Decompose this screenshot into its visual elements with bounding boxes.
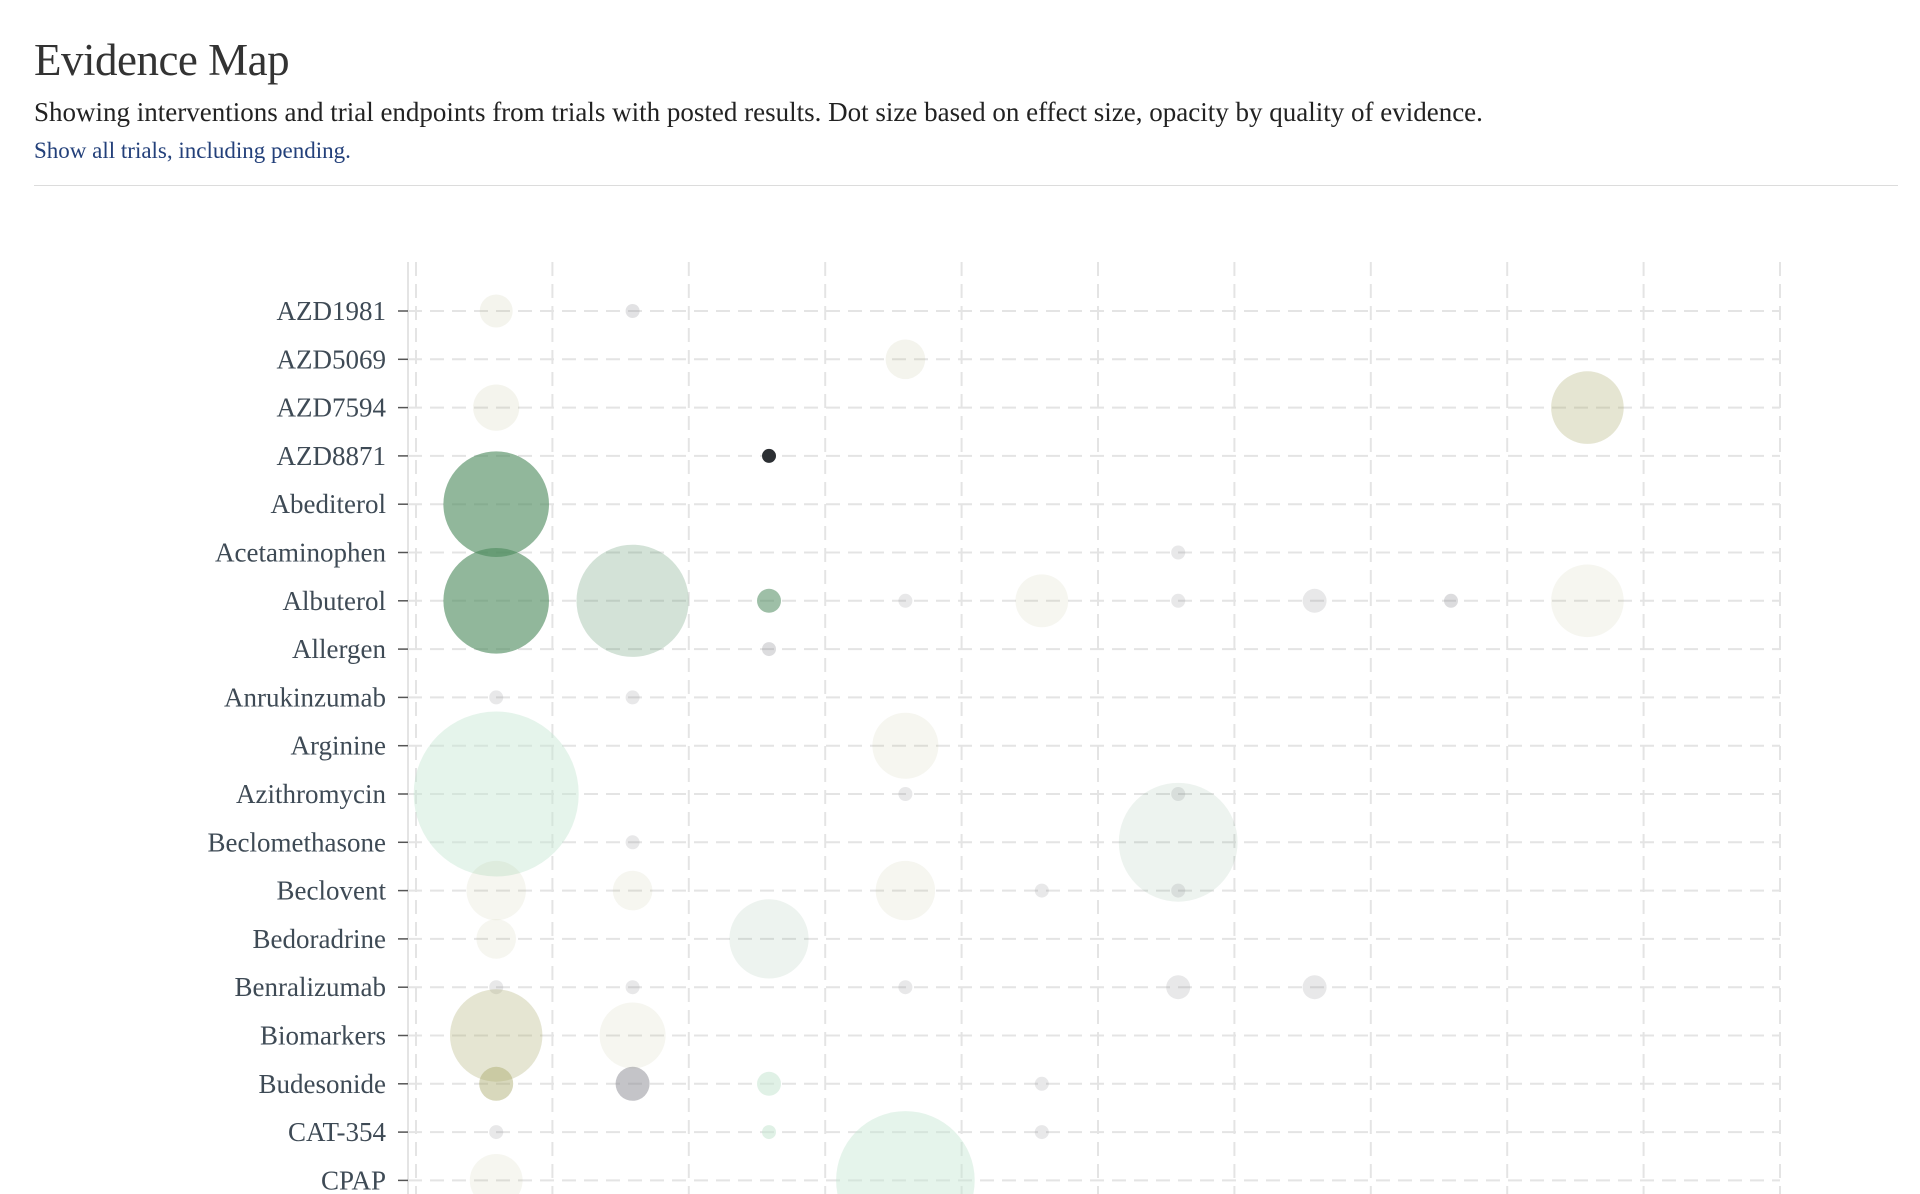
bubble bbox=[1171, 594, 1185, 608]
bubble bbox=[626, 835, 640, 849]
bubble bbox=[876, 861, 935, 920]
bubble bbox=[626, 980, 640, 994]
bubble bbox=[470, 1154, 523, 1194]
bubble bbox=[762, 642, 776, 656]
y-tick-label: Anrukinzumab bbox=[224, 682, 386, 712]
bubble bbox=[898, 594, 912, 608]
y-tick-label: Allergen bbox=[292, 634, 386, 664]
bubble bbox=[414, 712, 579, 877]
y-tick-label: AZD7594 bbox=[277, 393, 387, 423]
y-tick-label: AZD5069 bbox=[277, 344, 387, 374]
bubble bbox=[1015, 574, 1068, 627]
bubble bbox=[1171, 546, 1185, 560]
bubble bbox=[613, 871, 653, 911]
y-tick-label: Benralizumab bbox=[235, 972, 386, 1002]
bubble bbox=[729, 899, 808, 978]
bubble bbox=[626, 690, 640, 704]
bubble bbox=[1303, 589, 1327, 613]
bubble bbox=[480, 295, 513, 328]
y-tick-label: AZD8871 bbox=[277, 441, 387, 471]
y-tick-label: CAT-354 bbox=[288, 1117, 387, 1147]
bubble bbox=[443, 548, 549, 654]
bubble bbox=[489, 690, 503, 704]
bubble bbox=[757, 1072, 781, 1096]
bubble bbox=[1166, 975, 1190, 999]
bubbles-group bbox=[414, 295, 1624, 1194]
y-tick-label: Beclovent bbox=[277, 876, 387, 906]
bubble bbox=[479, 1067, 513, 1101]
bubble bbox=[898, 980, 912, 994]
bubble bbox=[836, 1111, 975, 1194]
bubble bbox=[872, 713, 938, 779]
y-tick-label: Biomarkers bbox=[260, 1021, 386, 1051]
bubble bbox=[1551, 565, 1624, 638]
y-tick-label: Beclomethasone bbox=[208, 827, 386, 857]
bubble bbox=[467, 861, 526, 920]
y-tick-label: Budesonide bbox=[259, 1069, 387, 1099]
bubble bbox=[443, 451, 549, 557]
bubble bbox=[626, 304, 640, 318]
bubble bbox=[473, 385, 519, 431]
bubble bbox=[1035, 884, 1049, 898]
y-tick-label: Albuterol bbox=[283, 586, 386, 616]
y-tick-label: Acetaminophen bbox=[215, 538, 386, 568]
bubble bbox=[1035, 1125, 1049, 1139]
bubble bbox=[762, 1125, 776, 1139]
bubble bbox=[1171, 884, 1185, 898]
bubble bbox=[886, 340, 926, 380]
bubble bbox=[577, 545, 689, 657]
bubble bbox=[616, 1067, 650, 1101]
bubble bbox=[1035, 1077, 1049, 1091]
y-tick-label: Azithromycin bbox=[236, 779, 386, 809]
bubble bbox=[489, 1125, 503, 1139]
y-axis: AZD1981 AZD5069 AZD7594 AZD8871 Abediterol Ac… bbox=[208, 262, 408, 1194]
bubble bbox=[1444, 594, 1458, 608]
y-tick-label: Bedoradrine bbox=[253, 924, 386, 954]
bubble bbox=[762, 449, 776, 463]
y-tick-label: AZD1981 bbox=[277, 296, 387, 326]
bubble bbox=[1303, 975, 1327, 999]
bubble bbox=[757, 589, 781, 613]
bubble bbox=[476, 919, 516, 959]
bubble bbox=[600, 1003, 666, 1069]
bubble bbox=[898, 787, 912, 801]
y-tick-label: Arginine bbox=[291, 731, 387, 761]
bubble bbox=[1551, 371, 1624, 444]
y-tick-label: Abediterol bbox=[271, 489, 386, 519]
y-tick-label: CPAP bbox=[321, 1165, 386, 1194]
